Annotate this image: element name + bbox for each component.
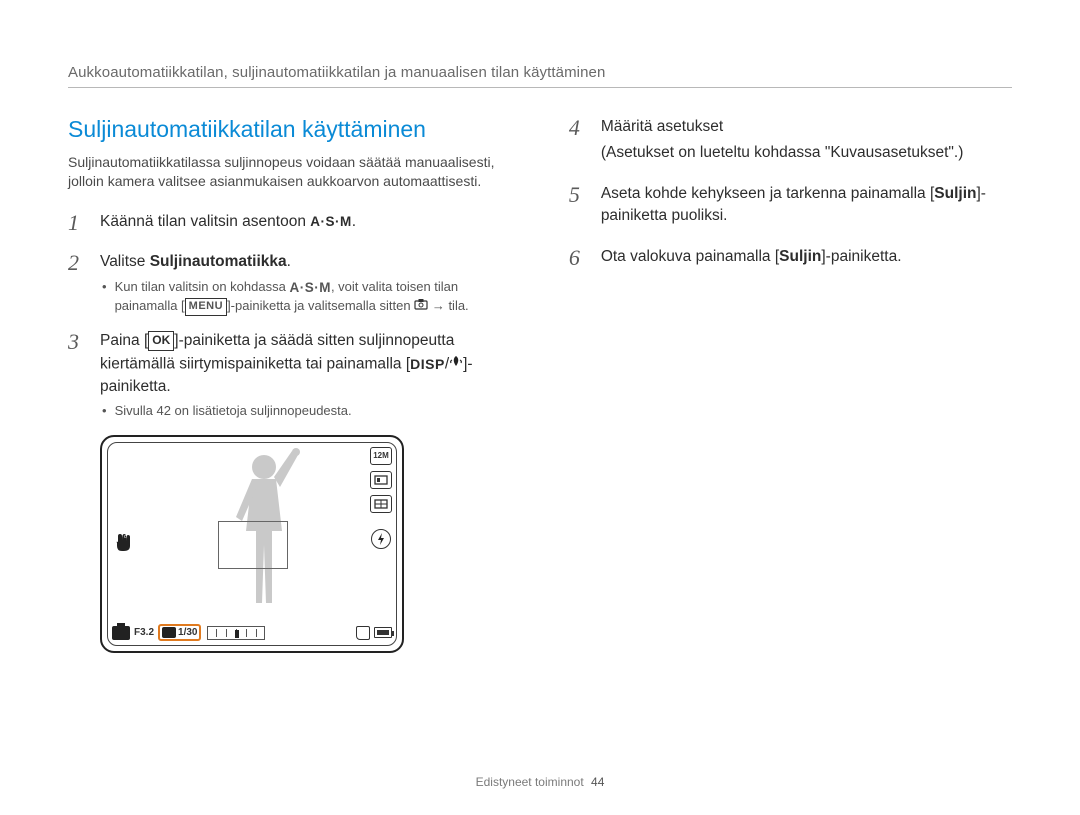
step-1: 1 Käännä tilan valitsin asentoon A·S·M. bbox=[68, 211, 521, 237]
left-column: Suljinautomatiikkatilan käyttäminen Sulj… bbox=[68, 116, 521, 653]
breadcrumb: Aukkoautomatiikkatilan, suljinautomatiik… bbox=[68, 64, 1012, 88]
disp-button-label: DISP bbox=[410, 354, 445, 374]
sd-card-icon bbox=[356, 626, 370, 640]
step-number: 5 bbox=[569, 183, 589, 232]
step-2-sub-d: → tila. bbox=[428, 298, 468, 313]
ev-scale bbox=[207, 626, 265, 640]
manual-page: Aukkoautomatiikkatilan, suljinautomatiik… bbox=[0, 0, 1080, 653]
page-footer: Edistyneet toiminnot 44 bbox=[0, 775, 1080, 789]
step-5-bold: Suljin bbox=[934, 185, 976, 202]
svg-text:o: o bbox=[124, 534, 127, 540]
step-6-bold: Suljin bbox=[779, 248, 821, 265]
lcd-right-icons: 12M bbox=[370, 447, 392, 549]
footer-label: Edistyneet toiminnot bbox=[476, 775, 584, 789]
step-4-line2: (Asetukset on lueteltu kohdassa "Kuvausa… bbox=[601, 142, 1012, 164]
step-4-line1: Määritä asetukset bbox=[601, 116, 1012, 138]
intro-text: Suljinautomatiikkatilassa suljinnopeus v… bbox=[68, 153, 521, 191]
battery-icon bbox=[374, 627, 392, 638]
flash-icon bbox=[371, 529, 391, 549]
section-title: Suljinautomatiikkatilan käyttäminen bbox=[68, 116, 521, 143]
mode-icon bbox=[414, 297, 428, 316]
focus-frame bbox=[218, 521, 288, 569]
step-2-text-b: . bbox=[287, 253, 291, 270]
step-number: 3 bbox=[68, 330, 88, 421]
step-2-sub-c: ]-painiketta ja valitsemalla sitten bbox=[227, 298, 414, 313]
step-2-sub-a: Kun tilan valitsin on kohdassa bbox=[115, 279, 290, 294]
step-number: 4 bbox=[569, 116, 589, 169]
step-2-text-a: Valitse bbox=[100, 253, 150, 270]
content-columns: Suljinautomatiikkatilan käyttäminen Sulj… bbox=[68, 116, 1012, 653]
metering-icon bbox=[370, 495, 392, 513]
step-1-text-b: . bbox=[352, 213, 356, 230]
step-6: 6 Ota valokuva painamalla [Suljin]-paini… bbox=[569, 246, 1012, 272]
step-4: 4 Määritä asetukset (Asetukset on luetel… bbox=[569, 116, 1012, 169]
menu-button-label: MENU bbox=[185, 298, 227, 316]
lcd-figure: o 12M F3.2 1/30 bbox=[100, 435, 521, 653]
shutter-value: 1/30 bbox=[178, 627, 197, 638]
step-3-sub: Sivulla 42 on lisätietoja suljinnopeudes… bbox=[100, 402, 521, 421]
step-3-text-a: Paina [ bbox=[100, 332, 148, 349]
mode-asm-label: A·S·M bbox=[289, 278, 331, 298]
step-6-text-b: ]-painiketta. bbox=[821, 248, 901, 265]
step-number: 6 bbox=[569, 246, 589, 272]
camera-mode-icon bbox=[112, 626, 130, 640]
shutter-cam-icon bbox=[162, 627, 176, 638]
step-2-sub: Kun tilan valitsin on kohdassa A·S·M, vo… bbox=[100, 278, 521, 317]
page-number: 44 bbox=[591, 775, 604, 789]
quality-icon bbox=[370, 471, 392, 489]
mode-asm-label: A·S·M bbox=[310, 212, 352, 232]
step-number: 1 bbox=[68, 211, 88, 237]
step-1-text-a: Käännä tilan valitsin asentoon bbox=[100, 213, 310, 230]
step-6-text-a: Ota valokuva painamalla [ bbox=[601, 248, 779, 265]
ok-button-label: OK bbox=[148, 331, 174, 350]
macro-icon bbox=[449, 353, 463, 375]
step-number: 2 bbox=[68, 251, 88, 316]
step-2-bold: Suljinautomatiikka bbox=[150, 253, 287, 270]
step-2: 2 Valitse Suljinautomatiikka. Kun tilan … bbox=[68, 251, 521, 316]
step-3: 3 Paina [OK]-painiketta ja säädä sitten … bbox=[68, 330, 521, 421]
lcd-outer-frame: o 12M F3.2 1/30 bbox=[100, 435, 404, 653]
right-column: 4 Määritä asetukset (Asetukset on luetel… bbox=[569, 116, 1012, 653]
stabilization-icon: o bbox=[112, 531, 134, 558]
lcd-bottom-bar: F3.2 1/30 bbox=[112, 623, 392, 643]
step-5-text-a: Aseta kohde kehykseen ja tarkenna painam… bbox=[601, 185, 934, 202]
resolution-icon: 12M bbox=[370, 447, 392, 465]
shutter-value-highlight: 1/30 bbox=[158, 624, 201, 641]
aperture-value: F3.2 bbox=[134, 627, 154, 638]
step-5: 5 Aseta kohde kehykseen ja tarkenna pain… bbox=[569, 183, 1012, 232]
